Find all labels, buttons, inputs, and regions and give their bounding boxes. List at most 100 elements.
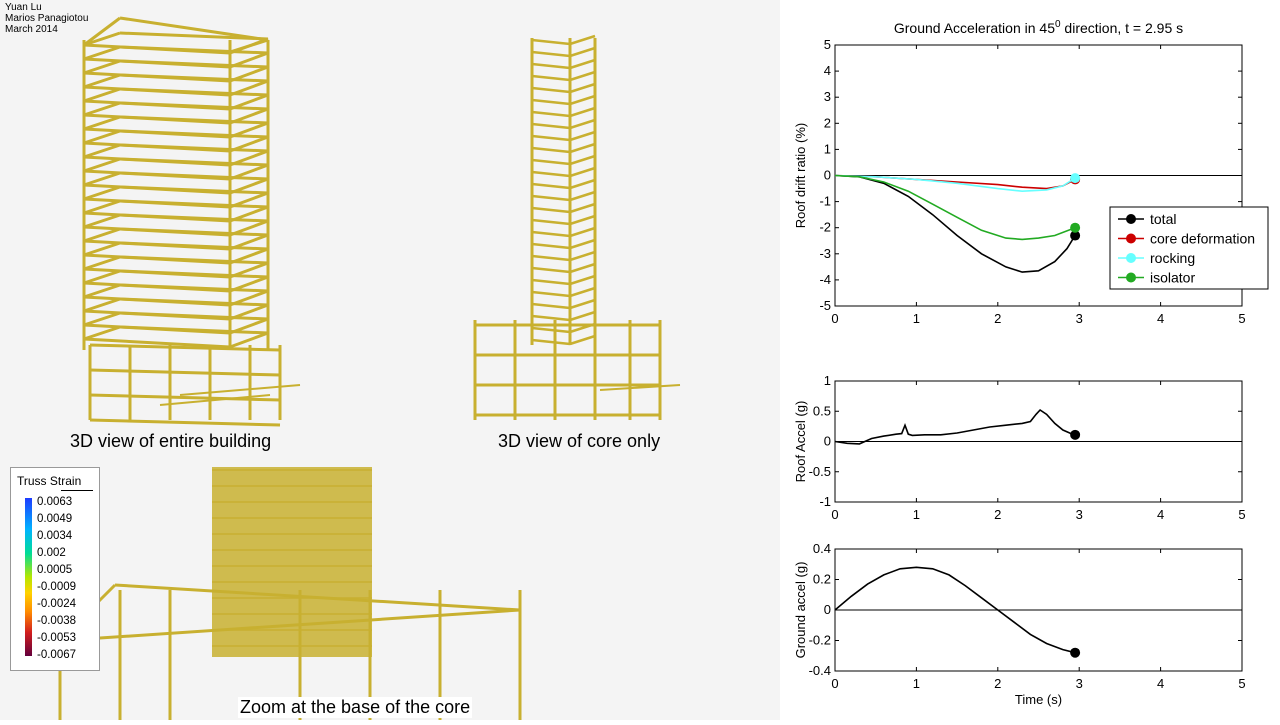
x-tick-label: 0 bbox=[831, 507, 838, 522]
truss-member bbox=[531, 194, 571, 202]
y-tick-label: 5 bbox=[824, 37, 831, 52]
legend-box bbox=[1109, 206, 1269, 290]
strain-legend-title: Truss Strain bbox=[17, 474, 82, 488]
truss-member bbox=[119, 59, 269, 69]
truss-member bbox=[531, 218, 571, 226]
truss-member bbox=[119, 241, 269, 251]
truss-member bbox=[531, 290, 571, 298]
truss-member bbox=[569, 250, 596, 262]
truss-member bbox=[83, 269, 121, 285]
truss-member bbox=[119, 31, 269, 41]
x-tick-label: 4 bbox=[1157, 676, 1164, 691]
truss-member bbox=[531, 266, 571, 274]
truss-member bbox=[569, 82, 596, 94]
truss-member bbox=[89, 393, 281, 402]
truss-member bbox=[569, 334, 596, 346]
truss-member bbox=[119, 255, 269, 265]
truss-member bbox=[83, 241, 121, 257]
x-tick-label: 0 bbox=[831, 311, 838, 326]
truss-member bbox=[569, 58, 596, 70]
caption-zoom: Zoom at the base of the core bbox=[238, 697, 473, 718]
y-tick-label: -0.5 bbox=[809, 464, 831, 479]
series-line bbox=[834, 566, 1076, 654]
truss-member bbox=[531, 302, 571, 310]
strain-tick: 0.0049 bbox=[37, 513, 73, 525]
strain-tick: 0.0063 bbox=[37, 496, 73, 508]
truss-member bbox=[83, 115, 121, 131]
structure-views-panel bbox=[0, 0, 780, 720]
series-line bbox=[834, 174, 1076, 273]
truss-member bbox=[531, 230, 571, 238]
y-tick-label: 0 bbox=[824, 434, 831, 449]
truss-member bbox=[569, 142, 596, 154]
truss-member bbox=[83, 255, 121, 271]
y-axis-label: Roof Accel (g) bbox=[793, 401, 808, 483]
truss-member bbox=[83, 59, 121, 75]
y-tick-label: 3 bbox=[824, 89, 831, 104]
chart-title: Ground Acceleration in 450 direction, t … bbox=[894, 19, 1183, 36]
legend-swatch-marker bbox=[1126, 233, 1136, 244]
legend-entry: rocking bbox=[1150, 250, 1195, 266]
truss-member bbox=[569, 130, 596, 142]
y-tick-label: 1 bbox=[824, 373, 831, 388]
series-end-marker bbox=[1070, 173, 1081, 184]
truss-member bbox=[89, 368, 281, 377]
legend-swatch-marker bbox=[1126, 214, 1136, 224]
x-tick-label: 1 bbox=[913, 311, 920, 326]
strain-tick: -0.0024 bbox=[37, 598, 77, 610]
y-tick-label: -0.4 bbox=[809, 663, 831, 678]
caption-building: 3D view of entire building bbox=[70, 431, 272, 451]
y-tick-label: 4 bbox=[824, 63, 831, 78]
legend-swatch-marker bbox=[1126, 253, 1136, 263]
truss-member bbox=[83, 325, 121, 341]
y-tick-label: 1 bbox=[824, 141, 831, 156]
x-tick-label: 4 bbox=[1157, 311, 1164, 326]
truss-member bbox=[83, 283, 121, 299]
x-tick-label: 2 bbox=[994, 311, 1001, 326]
truss-member bbox=[89, 418, 281, 427]
truss-member bbox=[119, 199, 269, 209]
truss-member bbox=[119, 87, 269, 97]
truss-member bbox=[119, 171, 269, 181]
credit-author-2: Marios Panagiotou bbox=[5, 13, 89, 24]
truss-member bbox=[83, 227, 121, 243]
truss-member bbox=[569, 214, 596, 226]
truss-member bbox=[89, 343, 281, 352]
truss-member bbox=[599, 384, 681, 391]
truss-member bbox=[119, 143, 269, 153]
truss-member bbox=[119, 311, 269, 321]
truss-member bbox=[83, 337, 231, 349]
truss-member bbox=[531, 314, 571, 322]
strain-colorbar bbox=[25, 498, 32, 656]
truss-member bbox=[119, 297, 269, 307]
strain-tick: -0.0038 bbox=[37, 615, 77, 627]
credit-author-1: Yuan Lu bbox=[5, 2, 42, 13]
truss-member bbox=[569, 34, 596, 46]
x-axis-label: Time (s) bbox=[1015, 692, 1062, 707]
truss-member bbox=[229, 331, 269, 349]
series-end-marker bbox=[1070, 647, 1081, 658]
x-tick-label: 5 bbox=[1238, 676, 1245, 691]
truss-member bbox=[569, 70, 596, 82]
series-line bbox=[834, 408, 1076, 445]
truss-member bbox=[179, 384, 301, 396]
credits: Yuan Lu Marios Panagiotou March 2014 bbox=[5, 2, 88, 35]
truss-member bbox=[531, 98, 571, 106]
y-tick-label: 2 bbox=[824, 115, 831, 130]
truss-member bbox=[119, 73, 269, 83]
x-tick-label: 3 bbox=[1076, 311, 1083, 326]
y-tick-label: 0 bbox=[824, 602, 831, 617]
truss-member bbox=[569, 106, 596, 118]
structure-renderings bbox=[58, 16, 681, 720]
x-tick-label: 1 bbox=[913, 507, 920, 522]
truss-member bbox=[569, 118, 596, 130]
legend-swatch-marker bbox=[1126, 272, 1136, 283]
truss-member bbox=[569, 166, 596, 178]
credit-date: March 2014 bbox=[5, 24, 58, 35]
y-tick-label: -1 bbox=[819, 194, 831, 209]
truss-member bbox=[119, 115, 269, 125]
truss-member bbox=[83, 199, 121, 215]
x-tick-label: 2 bbox=[994, 676, 1001, 691]
